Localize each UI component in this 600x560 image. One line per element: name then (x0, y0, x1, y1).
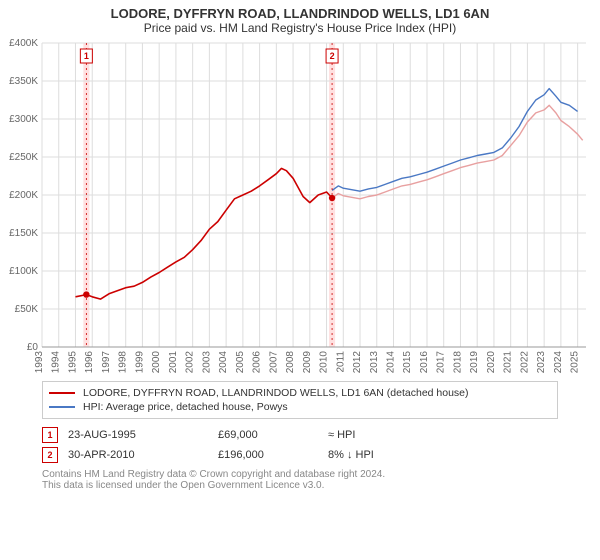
title-line-2: Price paid vs. HM Land Registry's House … (0, 21, 600, 35)
svg-text:2019: 2019 (469, 351, 480, 374)
svg-text:£150K: £150K (9, 228, 38, 239)
svg-text:1: 1 (84, 51, 89, 61)
svg-text:2017: 2017 (436, 351, 447, 374)
title-line-1: LODORE, DYFFRYN ROAD, LLANDRINDOD WELLS,… (0, 6, 600, 21)
svg-text:2016: 2016 (419, 351, 430, 374)
svg-text:2024: 2024 (553, 351, 564, 374)
svg-text:2013: 2013 (369, 351, 380, 374)
svg-text:£200K: £200K (9, 190, 38, 201)
legend-swatch (49, 392, 75, 394)
svg-text:£400K: £400K (9, 38, 38, 49)
transaction-marker: 1 (42, 427, 58, 443)
svg-text:2023: 2023 (536, 351, 547, 374)
svg-text:2009: 2009 (302, 351, 313, 374)
svg-text:£250K: £250K (9, 152, 38, 163)
legend-swatch (49, 406, 75, 408)
chart-title-block: LODORE, DYFFRYN ROAD, LLANDRINDOD WELLS,… (0, 0, 600, 37)
footer-line-1: Contains HM Land Registry data © Crown c… (42, 469, 385, 480)
legend-label: HPI: Average price, detached house, Powy… (83, 401, 288, 413)
legend-item: LODORE, DYFFRYN ROAD, LLANDRINDOD WELLS,… (49, 386, 551, 400)
svg-text:2003: 2003 (201, 351, 212, 374)
svg-text:1997: 1997 (101, 351, 112, 374)
legend-box: LODORE, DYFFRYN ROAD, LLANDRINDOD WELLS,… (42, 381, 558, 419)
transaction-note: 8% ↓ HPI (328, 449, 438, 461)
transaction-table: 1 23-AUG-1995£69,000≈ HPI 2 30-APR-2010£196… (42, 425, 558, 465)
svg-text:2004: 2004 (218, 351, 229, 374)
transaction-price: £69,000 (218, 429, 328, 441)
svg-text:2005: 2005 (235, 351, 246, 374)
transaction-note: ≈ HPI (328, 429, 438, 441)
svg-text:2012: 2012 (352, 351, 363, 374)
svg-text:1993: 1993 (34, 351, 45, 374)
legend-item: HPI: Average price, detached house, Powy… (49, 400, 551, 414)
svg-text:2010: 2010 (319, 351, 330, 374)
transaction-row: 2 30-APR-2010£196,0008% ↓ HPI (42, 445, 558, 465)
svg-text:2000: 2000 (151, 351, 162, 374)
svg-text:1994: 1994 (51, 351, 62, 374)
transaction-price: £196,000 (218, 449, 328, 461)
svg-text:2008: 2008 (285, 351, 296, 374)
svg-text:2021: 2021 (503, 351, 514, 374)
svg-text:2018: 2018 (452, 351, 463, 374)
svg-text:£100K: £100K (9, 266, 38, 277)
svg-text:1995: 1995 (67, 351, 78, 374)
footer-note: Contains HM Land Registry data © Crown c… (0, 465, 600, 491)
svg-text:2001: 2001 (168, 351, 179, 374)
legend-label: LODORE, DYFFRYN ROAD, LLANDRINDOD WELLS,… (83, 387, 469, 399)
transaction-row: 1 23-AUG-1995£69,000≈ HPI (42, 425, 558, 445)
svg-text:2011: 2011 (335, 351, 346, 373)
svg-text:2: 2 (330, 51, 335, 61)
svg-text:2025: 2025 (570, 351, 581, 374)
svg-text:2022: 2022 (519, 351, 530, 374)
svg-text:2006: 2006 (252, 351, 263, 374)
svg-text:£50K: £50K (15, 304, 39, 315)
transaction-date: 30-APR-2010 (68, 449, 218, 461)
svg-text:£350K: £350K (9, 76, 38, 87)
svg-text:1998: 1998 (118, 351, 129, 374)
svg-text:2020: 2020 (486, 351, 497, 374)
transaction-marker: 2 (42, 447, 58, 463)
transaction-date: 23-AUG-1995 (68, 429, 218, 441)
svg-text:2007: 2007 (268, 351, 279, 374)
svg-text:1999: 1999 (134, 351, 145, 374)
svg-text:2014: 2014 (386, 351, 397, 374)
svg-text:£300K: £300K (9, 114, 38, 125)
footer-line-2: This data is licensed under the Open Gov… (42, 480, 324, 491)
svg-text:2015: 2015 (402, 351, 413, 374)
svg-text:1996: 1996 (84, 351, 95, 374)
price-chart: £0£50K£100K£150K£200K£250K£300K£350K£400… (0, 37, 600, 377)
svg-text:2002: 2002 (185, 351, 196, 374)
